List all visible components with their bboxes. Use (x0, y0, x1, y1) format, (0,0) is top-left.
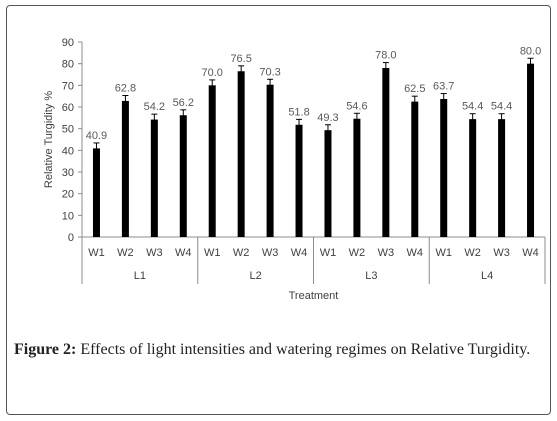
group-label: L1 (134, 270, 146, 282)
y-tick-label: 30 (62, 167, 74, 179)
y-tick-label: 40 (62, 145, 74, 157)
y-tick-label: 0 (68, 232, 74, 244)
bar (208, 85, 216, 237)
group-label: L4 (481, 270, 493, 282)
x-tick-label: W2 (464, 247, 481, 259)
y-tick-label: 70 (62, 80, 74, 92)
bar (92, 148, 100, 237)
bar (266, 84, 274, 237)
data-label: 49.3 (317, 112, 338, 124)
bar (527, 63, 535, 237)
group-label: L3 (365, 270, 377, 282)
bar (498, 119, 506, 237)
x-tick-label: W2 (233, 247, 250, 259)
bar (295, 124, 303, 237)
data-label: 70.3 (259, 66, 280, 78)
x-tick-label: W2 (349, 247, 366, 259)
data-label: 51.8 (288, 106, 309, 118)
bar (353, 118, 361, 237)
bar (382, 68, 390, 237)
y-tick-label: 60 (62, 102, 74, 114)
data-label: 76.5 (230, 53, 251, 65)
data-label: 63.7 (433, 81, 454, 93)
data-label: 80.0 (520, 45, 541, 57)
y-tick-label: 10 (62, 210, 74, 222)
x-tick-label: W4 (407, 247, 424, 259)
x-tick-label: W3 (378, 247, 395, 259)
bar (237, 71, 245, 237)
data-label: 62.8 (115, 83, 136, 95)
x-tick-label: W4 (522, 247, 539, 259)
x-tick-label: W1 (88, 247, 105, 259)
bar-chart: 0 10 20 30 40 50 60 70 80 90 Relative Turgidity % 4… (43, 37, 546, 302)
bar (121, 100, 129, 237)
bar (440, 98, 448, 237)
bar (150, 119, 158, 237)
x-tick-label: W1 (320, 247, 337, 259)
y-tick-label: 20 (62, 189, 74, 201)
data-label: 62.5 (404, 83, 425, 95)
y-axis-title: Relative Turgidity % (43, 91, 55, 188)
bar (324, 130, 332, 237)
x-tick-label: W3 (262, 247, 279, 259)
data-label: 56.2 (173, 97, 194, 109)
y-tick-label: 90 (62, 37, 74, 49)
x-tick-label: W3 (146, 247, 163, 259)
x-tick-label: W4 (291, 247, 308, 259)
y-tick-label: 80 (62, 59, 74, 71)
data-label: 54.2 (144, 101, 165, 113)
data-label: 78.0 (375, 50, 396, 62)
caption-prefix: Figure 2: (14, 341, 77, 358)
x-tick-label: W4 (175, 247, 192, 259)
data-label: 54.4 (491, 101, 512, 113)
bar (469, 119, 477, 237)
x-tick-label: W3 (493, 247, 510, 259)
x-tick-label: W1 (204, 247, 221, 259)
group-label: L2 (250, 270, 262, 282)
x-tick-label: W1 (435, 247, 452, 259)
bar (179, 115, 187, 237)
data-label: 54.6 (346, 100, 367, 112)
figure-caption: Figure 2: Effects of light intensities a… (14, 339, 544, 361)
x-tick-label: W2 (117, 247, 134, 259)
data-label: 54.4 (462, 101, 483, 113)
data-label: 70.0 (202, 67, 223, 79)
bar (411, 101, 419, 237)
y-tick-label: 50 (62, 124, 74, 136)
data-label: 40.9 (86, 130, 107, 142)
x-axis-title: Treatment (289, 290, 339, 302)
caption-text: Effects of light intensities and waterin… (76, 341, 531, 358)
